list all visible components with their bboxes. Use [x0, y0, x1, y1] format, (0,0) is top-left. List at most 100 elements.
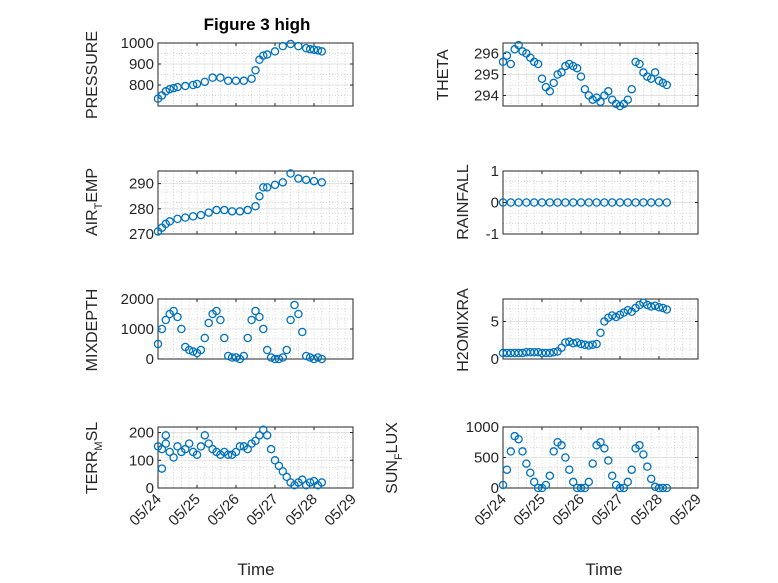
x-tick-label: 05/25	[510, 491, 549, 530]
x-tick-label: 05/29	[321, 491, 360, 530]
y-tick-label: 0	[491, 480, 499, 497]
data-point	[262, 50, 272, 59]
data-point	[223, 450, 233, 459]
axes-box	[502, 298, 699, 360]
ylabel-air-temp: AIRTEMP	[84, 168, 105, 236]
data-point	[161, 431, 171, 440]
data-point	[243, 444, 252, 454]
data-point	[635, 441, 644, 450]
data-point	[243, 333, 252, 343]
data-point	[231, 447, 241, 457]
data-point	[572, 63, 582, 73]
data-point	[309, 176, 319, 186]
x-tick-label: 05/27	[243, 491, 282, 530]
ylabel-rainfall: RAINFALL	[455, 164, 472, 240]
x-tick-label: 05/28	[627, 491, 666, 530]
data-point	[184, 345, 194, 355]
xlabel-left: Time	[237, 560, 274, 579]
data-point	[607, 311, 617, 320]
data-point	[274, 461, 284, 471]
data-point	[216, 73, 225, 82]
y-tick-label: 294	[474, 88, 499, 105]
ylabel-sun-main: SUN	[384, 460, 401, 494]
y-tick-label: 296	[474, 46, 499, 63]
data-point	[270, 47, 280, 56]
data-point	[549, 447, 558, 456]
data-point	[184, 439, 194, 448]
x-tick-label: 05/27	[588, 491, 627, 530]
data-point	[627, 84, 636, 94]
ylabel-terr-tail: SL	[84, 422, 101, 442]
panel-6: 0 100 200	[129, 425, 354, 497]
data-point	[518, 348, 527, 358]
data-point	[262, 183, 272, 192]
data-point	[251, 202, 260, 211]
minor-grid	[157, 171, 354, 234]
data-point	[301, 44, 311, 53]
data-point	[262, 345, 272, 355]
y-tick-label: 0	[146, 351, 154, 368]
data-point	[305, 478, 315, 487]
data-point	[662, 305, 672, 314]
data-point	[247, 74, 256, 83]
data-point	[615, 483, 625, 493]
data-point	[282, 472, 291, 482]
data-point	[223, 351, 233, 361]
data-point	[522, 459, 531, 468]
data-point	[212, 306, 221, 316]
data-point	[557, 441, 566, 450]
data-point	[502, 465, 512, 474]
data-point	[181, 213, 190, 222]
data-point	[286, 315, 295, 325]
data-point	[627, 465, 636, 474]
data-point	[549, 78, 558, 88]
data-point	[165, 84, 174, 94]
data-point	[588, 459, 597, 468]
data-point	[227, 353, 237, 362]
data-point	[239, 351, 249, 361]
data-point	[568, 338, 578, 348]
data-point	[561, 338, 570, 347]
axes-box	[157, 42, 354, 107]
data-point	[662, 483, 672, 493]
data-point	[565, 465, 574, 474]
data-point	[301, 175, 311, 185]
y-tick-label: 0	[491, 195, 499, 212]
data-point	[196, 345, 206, 355]
y-tick-label: 290	[129, 176, 154, 193]
data-point	[177, 324, 186, 334]
data-point	[658, 303, 668, 313]
data-point	[561, 453, 570, 462]
ylabel-h2omixra: H2OMIXRA	[455, 288, 472, 372]
ylabel-pressure: PRESSURE	[84, 31, 101, 119]
data-point	[662, 198, 672, 207]
data-point	[169, 306, 178, 316]
data-point	[157, 464, 167, 473]
panel-2: 270 280 290	[129, 169, 354, 243]
data-point	[266, 444, 276, 454]
axes-box	[157, 170, 354, 235]
data-point	[533, 347, 543, 357]
data-point	[298, 475, 307, 484]
data-point	[545, 87, 555, 96]
y-tick-label: 270	[129, 226, 154, 243]
figure-title: Figure 3 high	[204, 15, 311, 34]
data-point	[196, 442, 206, 451]
data-point	[169, 453, 178, 462]
data-point	[278, 178, 288, 187]
panel-5: 05	[491, 298, 699, 368]
data-point	[270, 180, 280, 190]
x-tick-label: 05/26	[549, 491, 588, 530]
data-point	[650, 482, 660, 492]
data-point	[623, 305, 633, 315]
data-point	[576, 72, 586, 81]
y-tick-label: 200	[129, 425, 154, 442]
ylabel-terr-sub: M	[93, 441, 105, 450]
data-point	[259, 183, 268, 192]
data-point	[506, 59, 516, 69]
data-point	[537, 74, 547, 83]
data-point	[181, 444, 190, 454]
data-point	[301, 351, 311, 361]
data-point	[294, 174, 303, 183]
